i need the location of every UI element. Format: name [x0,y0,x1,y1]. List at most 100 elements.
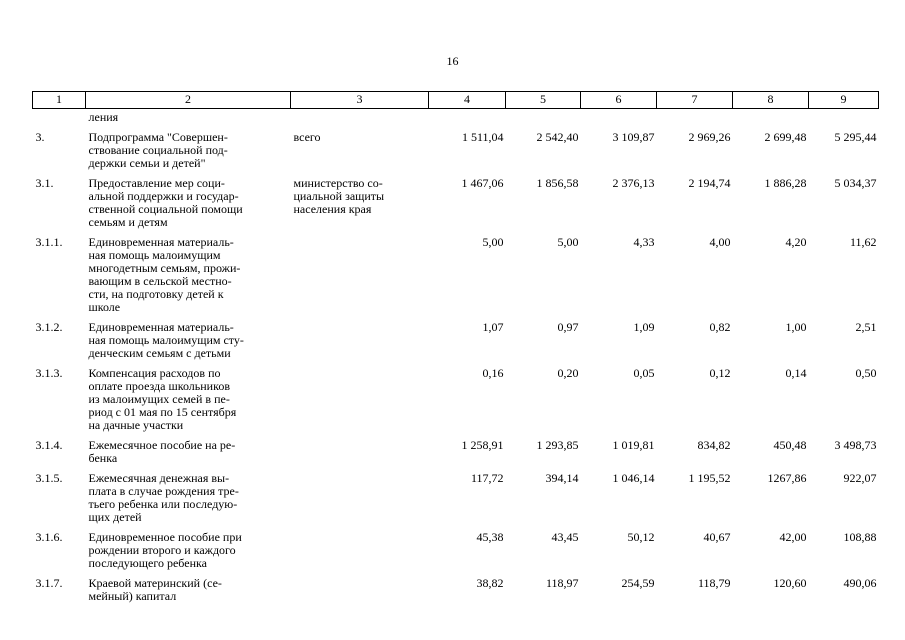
executor-cell [291,365,429,437]
value-cell: 2 376,13 [612,176,655,190]
value-cell: 0,97 [557,320,579,334]
executor-cell [291,234,429,319]
value-cell: 0,20 [557,366,579,380]
executor-cell [291,470,429,529]
value-cell: 1 511,04 [461,130,504,144]
value-cell: 4,33 [633,235,655,249]
name-cell: Ежемесячная денежная вы- плата в случае … [88,471,239,524]
table-row: 3.1.4. Ежемесячное пособие на ре- бенка 1 … [33,437,879,470]
column-number-row: 1 2 3 4 5 6 7 8 9 [32,91,879,109]
value-cell [429,109,506,130]
column-number-cell: 4 [428,91,506,109]
page-number: 16 [446,54,459,68]
value-cell: 0,16 [482,366,504,380]
column-number-cell: 6 [580,91,657,109]
value-cell: 1 046,14 [612,471,655,485]
row-number-cell: 3.1. [35,176,54,190]
table-row: 3.1. Предоставление мер соци- альной подд… [33,175,879,234]
table-row: 3.1.7. Краевой материнский (се- мейный) к… [33,575,879,608]
value-cell: 834,82 [697,438,731,452]
row-number-cell: 3. [35,130,45,144]
table-body: ления 3. Подпрограмма "Совершен- ствование… [33,109,879,609]
value-cell: 118,79 [697,576,731,590]
name-cell: Единовременная материаль- ная помощь мал… [88,320,244,360]
executor-cell [291,319,429,365]
value-cell: 490,06 [843,576,877,590]
value-cell: 2,51 [855,320,877,334]
table-row: 3.1.3. Компенсация расходов по оплате про… [33,365,879,437]
value-cell [657,109,733,130]
row-number-cell: 3.1.6. [35,530,63,544]
name-cell: Ежемесячное пособие на ре- бенка [88,438,236,465]
value-cell: 2 699,48 [764,130,807,144]
value-cell: 1,09 [633,320,655,334]
row-number-cell: 3.1.2. [35,320,63,334]
table-row: 3.1.5. Ежемесячная денежная вы- плата в с… [33,470,879,529]
value-cell: 1,07 [482,320,504,334]
value-cell [733,109,809,130]
row-number-cell: 3.1.4. [35,438,63,452]
value-cell: 0,12 [709,366,731,380]
value-cell: 5,00 [557,235,579,249]
value-cell: 0,05 [633,366,655,380]
row-number-cell: 3.1.3. [35,366,63,380]
executor-cell: всего [293,130,321,144]
value-cell: 40,67 [703,530,731,544]
name-cell: Единовременное пособие при рождении втор… [88,530,242,570]
column-number-cell: 5 [505,91,581,109]
value-cell: 1 886,28 [764,176,807,190]
table-row: 3. Подпрограмма "Совершен- ствование соци… [33,129,879,175]
name-cell: ления [88,110,119,124]
value-cell: 1 293,85 [536,438,579,452]
value-cell: 0,14 [785,366,807,380]
column-number-cell: 3 [290,91,429,109]
value-cell [581,109,657,130]
value-cell: 1 856,58 [536,176,579,190]
value-cell: 42,00 [779,530,807,544]
name-cell: Подпрограмма "Совершен- ствование социал… [88,130,228,170]
value-cell: 1 258,91 [461,438,504,452]
value-cell [506,109,581,130]
value-cell: 11,62 [849,235,877,249]
value-cell: 2 542,40 [536,130,579,144]
carryover-row: ления [33,109,879,130]
column-number-cell: 8 [732,91,809,109]
value-cell: 1,00 [785,320,807,334]
value-cell: 5 295,44 [834,130,877,144]
value-cell: 1 467,06 [461,176,504,190]
name-cell: Компенсация расходов по оплате проезда ш… [88,366,237,432]
executor-cell [291,529,429,575]
value-cell: 50,12 [627,530,655,544]
name-cell: Краевой материнский (се- мейный) капитал [88,576,222,603]
value-cell: 4,20 [785,235,807,249]
value-cell: 922,07 [843,471,877,485]
value-cell: 1 195,52 [688,471,731,485]
table-row: 3.1.6. Единовременное пособие при рождени… [33,529,879,575]
executor-cell [291,109,429,130]
value-cell: 38,82 [476,576,504,590]
value-cell: 120,60 [773,576,807,590]
name-cell: Предоставление мер соци- альной поддержк… [88,176,243,229]
value-cell: 108,88 [843,530,877,544]
column-number-cell: 9 [808,91,879,109]
value-cell: 2 969,26 [688,130,731,144]
value-cell [809,109,879,130]
data-table: 1 2 3 4 5 6 7 8 9 ления 3. Подпрограмма "С… [32,91,879,608]
executor-cell [291,437,429,470]
table-row: 3.1.2. Единовременная материаль- ная помо… [33,319,879,365]
value-cell: 3 109,87 [612,130,655,144]
table-row: 3.1.1. Единовременная материаль- ная помо… [33,234,879,319]
row-number-cell: 3.1.5. [35,471,63,485]
value-cell: 450,48 [773,438,807,452]
executor-cell [291,575,429,608]
column-number-cell: 7 [656,91,733,109]
value-cell: 45,38 [476,530,504,544]
row-number-cell: 3.1.7. [35,576,63,590]
value-cell: 43,45 [551,530,579,544]
value-cell: 1 019,81 [612,438,655,452]
value-cell: 0,82 [709,320,731,334]
value-cell: 394,14 [545,471,579,485]
value-cell: 5,00 [482,235,504,249]
value-cell: 3 498,73 [834,438,877,452]
